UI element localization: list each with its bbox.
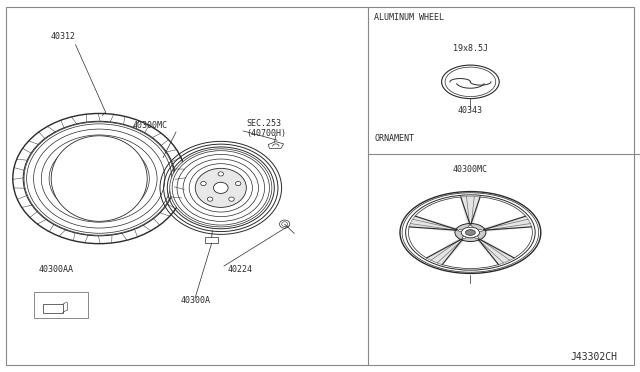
Text: 40312: 40312 <box>50 32 76 41</box>
Text: 40300MC: 40300MC <box>133 121 168 130</box>
FancyBboxPatch shape <box>34 292 88 318</box>
Circle shape <box>461 227 479 238</box>
Ellipse shape <box>214 182 228 193</box>
Circle shape <box>400 192 541 273</box>
Ellipse shape <box>201 182 206 186</box>
Circle shape <box>442 65 499 99</box>
Ellipse shape <box>24 122 174 235</box>
Text: 40343: 40343 <box>458 106 483 115</box>
Circle shape <box>468 225 472 227</box>
FancyBboxPatch shape <box>205 237 218 243</box>
Circle shape <box>475 237 478 238</box>
Ellipse shape <box>280 220 290 228</box>
Text: J43302CH: J43302CH <box>571 352 618 362</box>
Text: ORNAMENT: ORNAMENT <box>374 134 415 143</box>
Text: 40224: 40224 <box>227 264 252 273</box>
Ellipse shape <box>51 136 147 221</box>
FancyBboxPatch shape <box>43 304 63 313</box>
Text: 40300MC: 40300MC <box>453 165 488 174</box>
Ellipse shape <box>236 182 241 186</box>
Text: 40300AA: 40300AA <box>38 264 74 273</box>
Polygon shape <box>427 238 464 264</box>
Polygon shape <box>409 216 458 231</box>
Circle shape <box>479 230 482 232</box>
Ellipse shape <box>218 172 223 176</box>
Text: 19x8.5J: 19x8.5J <box>453 44 488 53</box>
Polygon shape <box>268 142 284 148</box>
Polygon shape <box>483 216 532 231</box>
Circle shape <box>455 224 486 241</box>
Ellipse shape <box>207 197 213 201</box>
Circle shape <box>465 230 476 235</box>
Ellipse shape <box>228 197 234 201</box>
Text: (40700H): (40700H) <box>246 129 287 138</box>
Text: SEC.253: SEC.253 <box>246 119 282 128</box>
Circle shape <box>459 230 462 232</box>
Text: 40300A: 40300A <box>180 296 210 305</box>
Ellipse shape <box>170 149 272 227</box>
Ellipse shape <box>195 168 246 208</box>
Circle shape <box>463 237 466 238</box>
Text: ALUMINUM WHEEL: ALUMINUM WHEEL <box>374 13 444 22</box>
Polygon shape <box>477 238 514 264</box>
Polygon shape <box>461 196 480 224</box>
